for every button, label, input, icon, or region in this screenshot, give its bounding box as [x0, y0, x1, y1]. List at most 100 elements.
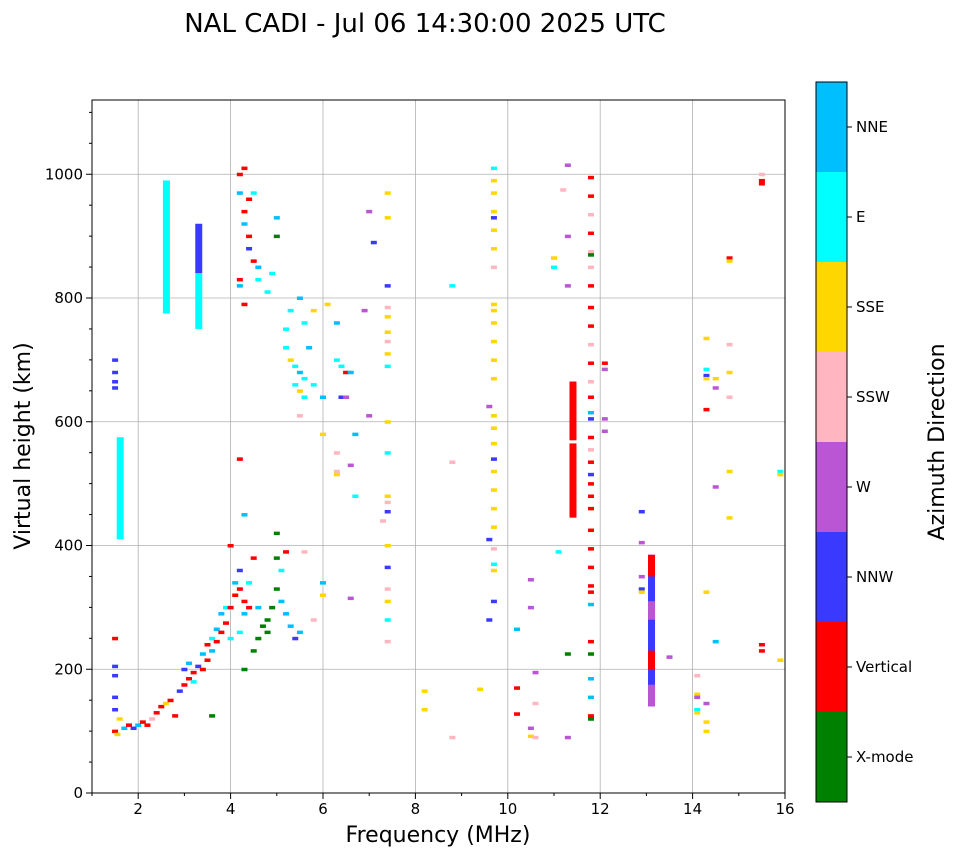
- data-point: [726, 256, 733, 260]
- data-point: [694, 711, 701, 715]
- data-point: [449, 460, 456, 464]
- data-point: [527, 726, 534, 731]
- colorbar-swatch: [816, 82, 847, 172]
- data-point: [241, 302, 248, 307]
- data-point: [135, 723, 142, 727]
- data-point: [125, 723, 132, 727]
- data-point: [532, 670, 539, 675]
- colorbar-tick-label: E: [856, 208, 865, 226]
- data-point: [514, 627, 521, 632]
- data-point: [241, 513, 248, 517]
- data-point: [121, 726, 128, 731]
- data-point: [587, 253, 594, 257]
- data-point: [587, 652, 594, 656]
- data-point: [259, 624, 266, 628]
- data-point: [209, 636, 216, 641]
- data-point: [232, 593, 239, 597]
- data-point: [587, 265, 594, 270]
- data-point: [490, 506, 497, 511]
- data-point: [287, 358, 294, 362]
- data-point: [777, 472, 784, 477]
- data-point: [269, 271, 276, 276]
- data-point: [490, 178, 497, 183]
- data-point: [587, 639, 594, 644]
- colorbar-tick-label: SSE: [856, 298, 885, 316]
- data-point: [176, 689, 183, 693]
- data-point: [490, 209, 497, 214]
- data-point: [490, 339, 497, 344]
- data-point: [712, 386, 719, 390]
- data-point: [703, 701, 710, 706]
- data-point: [320, 581, 326, 585]
- data-point: [490, 321, 497, 325]
- x-tick-label: 6: [318, 800, 328, 818]
- data-point: [587, 677, 594, 681]
- data-point: [112, 636, 119, 641]
- data-point: [287, 624, 294, 628]
- data-point: [347, 370, 354, 375]
- data-point: [218, 612, 225, 616]
- colorbar-tick-label: W: [856, 478, 871, 496]
- data-point: [246, 247, 253, 251]
- data-point: [296, 296, 303, 300]
- data-point: [250, 191, 257, 195]
- data-point: [564, 234, 571, 239]
- data-point: [241, 599, 248, 604]
- data-point: [301, 550, 308, 554]
- data-point: [486, 618, 493, 622]
- data-point: [384, 420, 391, 424]
- data-point: [638, 540, 645, 545]
- data-point: [172, 714, 179, 718]
- data-point: [490, 441, 497, 446]
- data-segment: [162, 180, 170, 314]
- data-point: [181, 683, 188, 687]
- data-point: [490, 166, 497, 171]
- data-point: [384, 364, 391, 369]
- data-point: [490, 525, 497, 529]
- data-point: [527, 605, 534, 610]
- data-point: [343, 395, 350, 399]
- colorbar-swatch: [816, 262, 847, 352]
- data-point: [477, 687, 484, 692]
- grid-lines: [92, 100, 785, 793]
- data-point: [587, 482, 594, 486]
- data-point: [273, 587, 280, 591]
- data-point: [333, 358, 340, 362]
- data-point: [158, 704, 165, 709]
- data-point: [384, 509, 391, 514]
- data-point: [112, 695, 119, 700]
- data-point: [703, 590, 710, 594]
- data-point: [255, 277, 262, 282]
- data-point: [587, 448, 594, 452]
- data-point: [712, 485, 719, 489]
- data-point: [384, 451, 391, 455]
- data-point: [255, 265, 262, 270]
- data-point: [587, 714, 594, 718]
- data-point: [601, 361, 608, 365]
- data-point: [703, 336, 710, 341]
- chart-title: NAL CADI - Jul 06 14:30:00 2025 UTC: [184, 9, 666, 39]
- data-point: [320, 395, 326, 399]
- data-point: [370, 240, 377, 245]
- data-segment: [648, 684, 656, 707]
- data-point: [333, 472, 340, 477]
- data-point: [587, 410, 594, 415]
- x-tick-label: 4: [226, 800, 236, 818]
- data-point: [149, 717, 156, 721]
- data-point: [384, 587, 391, 591]
- data-point: [384, 500, 391, 505]
- colorbar-swatch: [816, 712, 847, 802]
- data-point: [250, 649, 257, 653]
- data-point: [694, 695, 701, 700]
- data-point: [726, 259, 733, 263]
- data-point: [246, 581, 253, 585]
- data-point: [490, 488, 497, 492]
- data-point: [703, 729, 710, 734]
- data-point: [112, 729, 119, 734]
- data-point: [587, 395, 594, 399]
- data-point: [324, 302, 331, 307]
- data-point: [587, 494, 594, 498]
- data-point: [514, 712, 521, 716]
- data-point: [758, 172, 765, 177]
- data-point: [384, 352, 391, 356]
